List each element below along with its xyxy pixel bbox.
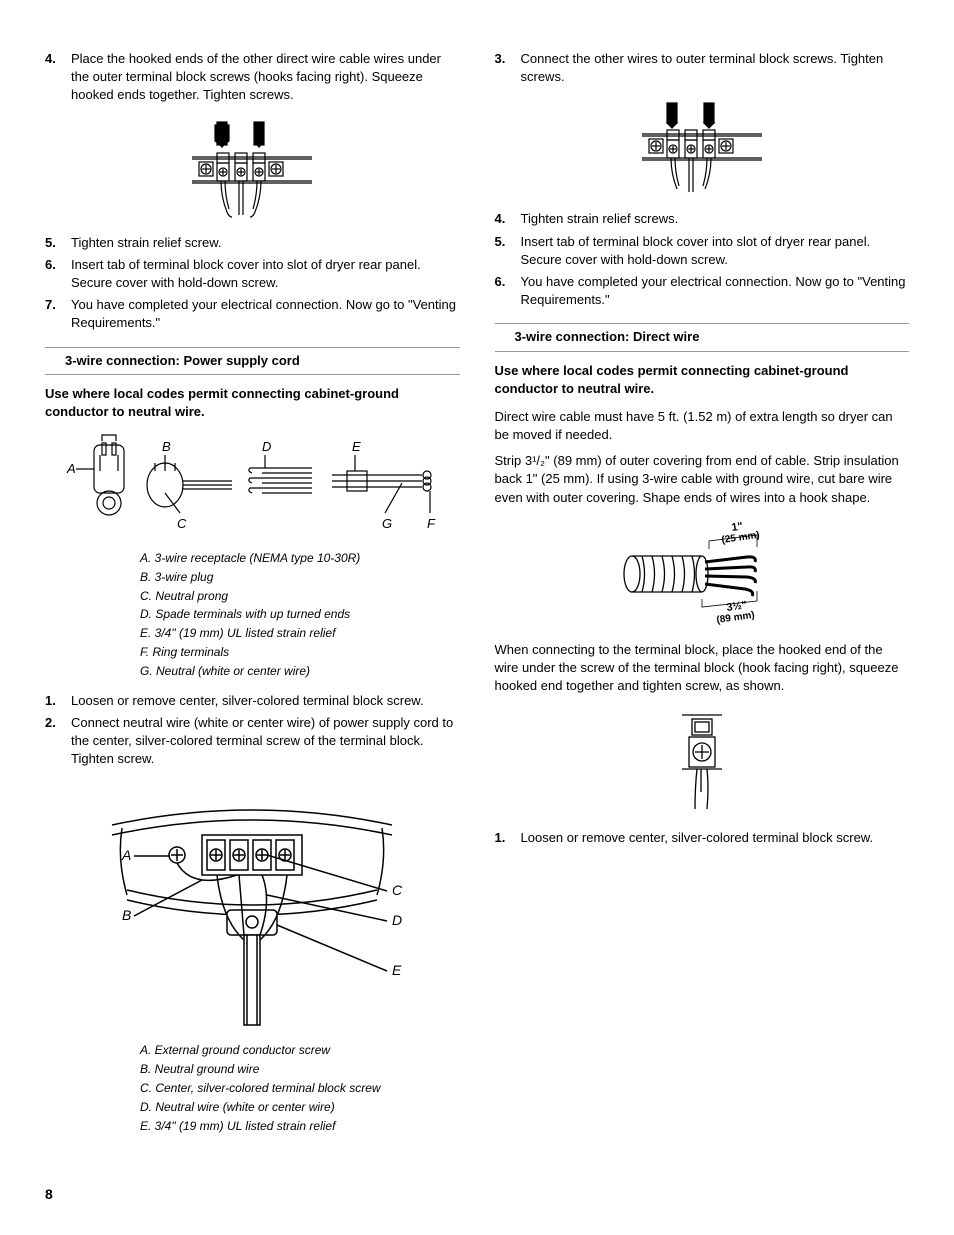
- list-item: 7. You have completed your electrical co…: [45, 296, 460, 332]
- step-number: 4.: [495, 210, 521, 228]
- step-text: Loosen or remove center, silver-colored …: [71, 692, 460, 710]
- legend-item: G. Neutral (white or center wire): [140, 663, 460, 680]
- list-item: 4. Place the hooked ends of the other di…: [45, 50, 460, 105]
- legend-item: E. 3/4" (19 mm) UL listed strain relief: [140, 1118, 460, 1135]
- right-column: 3. Connect the other wires to outer term…: [495, 50, 910, 1146]
- list-item: 5. Insert tab of terminal block cover in…: [495, 233, 910, 269]
- legend-item: E. 3/4" (19 mm) UL listed strain relief: [140, 625, 460, 642]
- svg-text:E: E: [352, 439, 361, 454]
- step-number: 6.: [45, 256, 71, 292]
- step-text: Connect neutral wire (white or center wi…: [71, 714, 460, 769]
- legend-item: C. Center, silver-colored terminal block…: [140, 1080, 460, 1097]
- legend-item: D. Neutral wire (white or center wire): [140, 1099, 460, 1116]
- step-text: You have completed your electrical conne…: [521, 273, 910, 309]
- legend-2: A. External ground conductor screw B. Ne…: [45, 1042, 460, 1134]
- legend-1: A. 3-wire receptacle (NEMA type 10-30R) …: [45, 550, 460, 680]
- three-wire-components-diagram: A B C D: [45, 433, 460, 538]
- step-number: 4.: [45, 50, 71, 105]
- terminal-block-large-diagram: A B C D E: [45, 780, 460, 1030]
- svg-text:F: F: [427, 516, 436, 531]
- legend-item: B. Neutral ground wire: [140, 1061, 460, 1078]
- svg-text:(89 mm): (89 mm): [716, 610, 756, 626]
- legend-item: C. Neutral prong: [140, 588, 460, 605]
- page-number: 8: [45, 1185, 53, 1205]
- bold-paragraph: Use where local codes permit connecting …: [45, 385, 460, 421]
- left-steps-2: 1. Loosen or remove center, silver-color…: [45, 692, 460, 769]
- svg-text:A: A: [66, 461, 76, 476]
- step-text: Insert tab of terminal block cover into …: [71, 256, 460, 292]
- step-text: Insert tab of terminal block cover into …: [521, 233, 910, 269]
- left-steps-1b: 5. Tighten strain relief screw. 6. Inser…: [45, 234, 460, 333]
- list-item: 3. Connect the other wires to outer term…: [495, 50, 910, 86]
- list-item: 6. Insert tab of terminal block cover in…: [45, 256, 460, 292]
- list-item: 1. Loosen or remove center, silver-color…: [495, 829, 910, 847]
- step-text: Connect the other wires to outer termina…: [521, 50, 910, 86]
- bold-paragraph: Use where local codes permit connecting …: [495, 362, 910, 398]
- step-number: 7.: [45, 296, 71, 332]
- step-number: 2.: [45, 714, 71, 769]
- list-item: 1. Loosen or remove center, silver-color…: [45, 692, 460, 710]
- left-column: 4. Place the hooked ends of the other di…: [45, 50, 460, 1146]
- svg-text:G: G: [382, 516, 392, 531]
- svg-text:D: D: [392, 912, 402, 928]
- list-item: 4. Tighten strain relief screws.: [495, 210, 910, 228]
- svg-text:C: C: [392, 882, 403, 898]
- terminal-block-diagram-2: [495, 98, 910, 198]
- step-text: Loosen or remove center, silver-colored …: [521, 829, 910, 847]
- svg-text:A: A: [121, 847, 131, 863]
- step-text: Tighten strain relief screws.: [521, 210, 910, 228]
- svg-text:B: B: [162, 439, 171, 454]
- svg-text:D: D: [262, 439, 271, 454]
- legend-item: A. External ground conductor screw: [140, 1042, 460, 1059]
- legend-item: B. 3-wire plug: [140, 569, 460, 586]
- paragraph: Direct wire cable must have 5 ft. (1.52 …: [495, 408, 910, 444]
- right-steps-1b: 4. Tighten strain relief screws. 5. Inse…: [495, 210, 910, 309]
- step-number: 6.: [495, 273, 521, 309]
- section-header-power-cord: 3-wire connection: Power supply cord: [45, 347, 460, 375]
- paragraph: When connecting to the terminal block, p…: [495, 641, 910, 696]
- right-steps-2: 1. Loosen or remove center, silver-color…: [495, 829, 910, 847]
- paragraph: Strip 3¹/₂" (89 mm) of outer covering fr…: [495, 452, 910, 507]
- single-terminal-diagram: [495, 707, 910, 817]
- legend-item: F. Ring terminals: [140, 644, 460, 661]
- list-item: 2. Connect neutral wire (white or center…: [45, 714, 460, 769]
- terminal-block-diagram-1: [45, 117, 460, 222]
- legend-item: D. Spade terminals with up turned ends: [140, 606, 460, 623]
- svg-text:C: C: [177, 516, 187, 531]
- svg-text:E: E: [392, 962, 402, 978]
- step-number: 3.: [495, 50, 521, 86]
- step-text: Tighten strain relief screw.: [71, 234, 460, 252]
- step-text: Place the hooked ends of the other direc…: [71, 50, 460, 105]
- step-number: 5.: [45, 234, 71, 252]
- legend-item: A. 3-wire receptacle (NEMA type 10-30R): [140, 550, 460, 567]
- step-number: 5.: [495, 233, 521, 269]
- right-steps-1: 3. Connect the other wires to outer term…: [495, 50, 910, 86]
- svg-text:(25 mm): (25 mm): [721, 530, 761, 546]
- svg-text:B: B: [122, 907, 131, 923]
- left-steps-1: 4. Place the hooked ends of the other di…: [45, 50, 460, 105]
- step-number: 1.: [45, 692, 71, 710]
- section-header-direct-wire: 3-wire connection: Direct wire: [495, 323, 910, 351]
- wire-strip-diagram: 1" (25 mm) 3½" (89 mm): [495, 519, 910, 629]
- step-text: You have completed your electrical conne…: [71, 296, 460, 332]
- step-number: 1.: [495, 829, 521, 847]
- list-item: 6. You have completed your electrical co…: [495, 273, 910, 309]
- list-item: 5. Tighten strain relief screw.: [45, 234, 460, 252]
